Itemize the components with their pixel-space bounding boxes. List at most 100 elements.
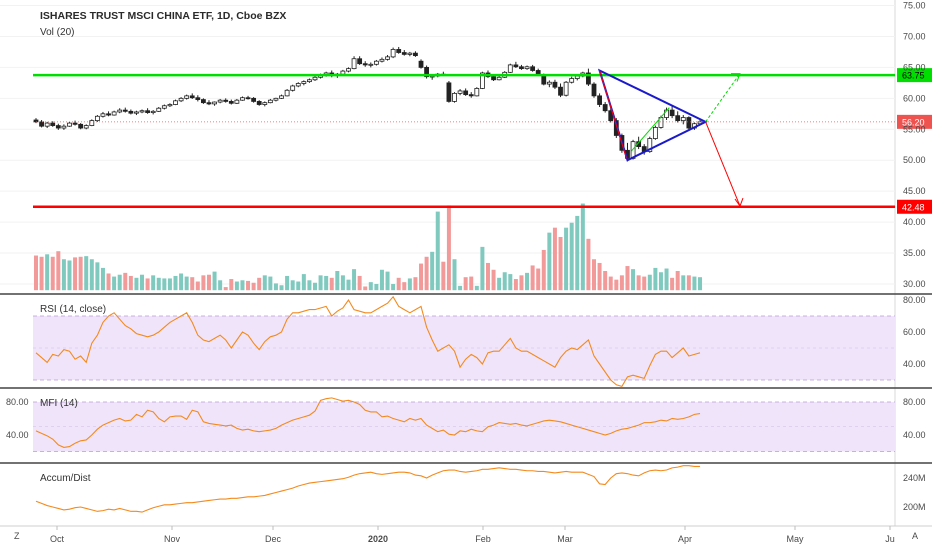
volume-bar [78,256,83,291]
candle [100,111,106,118]
candle [145,108,151,114]
candle [251,97,257,103]
candle-body [44,122,50,127]
candle-body [139,110,145,113]
horizontal-levels: 63.75 42.48 56.20 [33,68,932,214]
mfi-left-tick-label: 40.00 [6,430,29,440]
candle [61,124,67,130]
volume-bar [497,277,502,291]
volume-bar [608,276,613,291]
candle [189,93,195,99]
candle-body [513,64,519,68]
time-tick-label: Oct [50,534,65,544]
candle-body [507,64,513,73]
volume-bar [240,280,245,291]
candle-body [586,72,591,85]
volume-bar [430,251,435,291]
candle-body [340,70,346,75]
volume-bar [190,277,195,291]
price-tick-label: 45.00 [903,186,926,196]
breakout-up-arrowhead [731,73,741,82]
candle [558,83,563,98]
candle-body [368,63,374,66]
candle [301,80,307,86]
candle-body [72,122,78,125]
candle [44,121,50,129]
candle [390,47,396,59]
candle-body [357,58,363,65]
candle-body [312,76,318,81]
price-axis: 75.00 70.00 65.00 60.00 55.00 50.00 45.00 40.00… [903,1,926,290]
volume-bar [379,269,384,291]
accum-tick-label: 240M [903,473,926,483]
candle-body [686,117,692,129]
candle [452,92,457,103]
candle-body [636,141,642,148]
candle [563,81,569,97]
volume-bar [536,268,541,291]
decline-arrow [599,70,627,159]
candle [67,121,72,127]
candle [675,111,681,123]
candle-body [530,66,536,71]
candle [150,110,156,115]
volume-bar [34,255,38,291]
volume-bar [257,277,262,291]
candle [652,125,658,140]
candle [407,51,413,57]
candle [680,115,686,125]
candle [234,98,240,104]
candle [457,89,463,96]
volume-bar [179,273,184,291]
volume-bar [212,271,217,291]
candle-body [680,117,686,122]
volume-bar [653,267,658,291]
candle-body [457,90,463,94]
candle-body [67,122,72,127]
candle [290,84,296,92]
candle-body [558,86,563,96]
candle [284,89,290,97]
volume-bar [452,259,457,291]
candle-body [401,52,407,55]
candle-body [195,97,201,100]
candle [83,124,89,130]
time-axis: Oct Nov Dec 2020 Feb Mar Apr May Ju [50,526,895,544]
timezone-icon[interactable]: Z [14,531,20,541]
time-tick-label: Feb [475,534,491,544]
volume-bar [597,262,602,291]
volume-bar [307,280,312,291]
candle [161,104,167,110]
auto-scale-icon[interactable]: A [912,531,918,541]
candle-body [479,72,485,89]
candle-body [83,125,89,129]
candle [256,100,262,106]
volume-bar [363,286,368,291]
accum-dist-pane: 240M 200M [35,465,926,513]
volume-bar [508,274,513,291]
volume-bar [519,275,524,291]
volume-bar [580,203,585,291]
candle [496,76,502,81]
mfi-title: MFI (14) [40,398,78,409]
candle [597,93,602,107]
last-price-tag [897,114,932,129]
volume-bar [340,275,345,291]
time-tick-label: Apr [678,534,692,544]
candle [368,62,374,68]
volume-bar [123,272,128,291]
candle [507,63,513,73]
candle-body [245,97,251,100]
volume-bar [167,278,172,291]
volume-bar [698,277,703,291]
candle-body [675,115,681,122]
volume-bar [73,257,78,291]
volume-bar [485,262,490,291]
volume-bar [223,287,228,291]
candle [240,96,245,101]
candle [50,121,56,127]
candle-body [240,97,245,101]
volume-bar [513,279,518,291]
volume-bar [552,227,557,291]
